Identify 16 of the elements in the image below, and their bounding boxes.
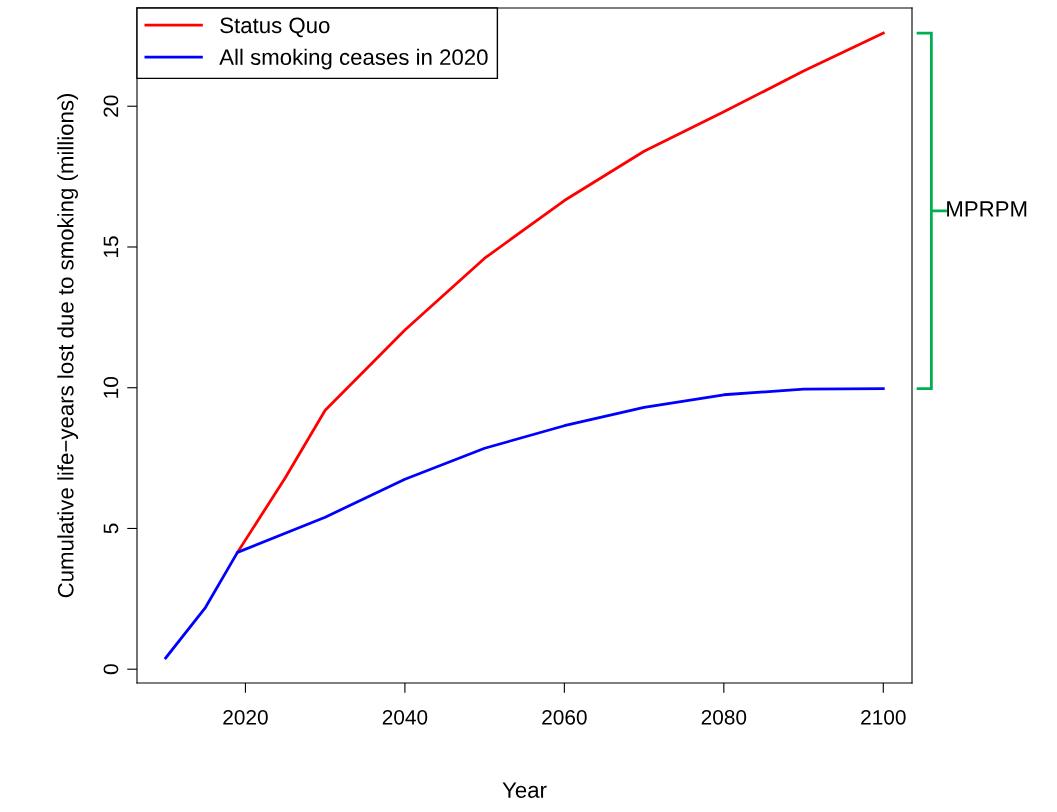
- x-axis-title: Year: [502, 782, 547, 798]
- line-series: [164, 387, 885, 660]
- y-axis-title: Cumulative life−years lost due to smoking (millions): [57, 93, 78, 598]
- x-tick-label: 2040: [382, 709, 428, 725]
- x-tick-label: 2100: [861, 709, 906, 725]
- x-tick-label: 2080: [701, 709, 747, 725]
- text: MPRPM: [947, 201, 1027, 217]
- x-tick-label: 2060: [542, 709, 587, 725]
- y-tick-label: 0: [103, 664, 119, 675]
- legend-label: All smoking ceases in 2020: [219, 48, 488, 70]
- legend-label: Status Quo: [220, 17, 330, 38]
- y-tick-label: 10: [103, 376, 119, 398]
- y-tick-label: 5: [103, 523, 119, 534]
- y-tick-label: 15: [103, 236, 119, 257]
- y-tick-label: 20: [103, 95, 119, 117]
- x-tick-label: 2020: [223, 709, 268, 725]
